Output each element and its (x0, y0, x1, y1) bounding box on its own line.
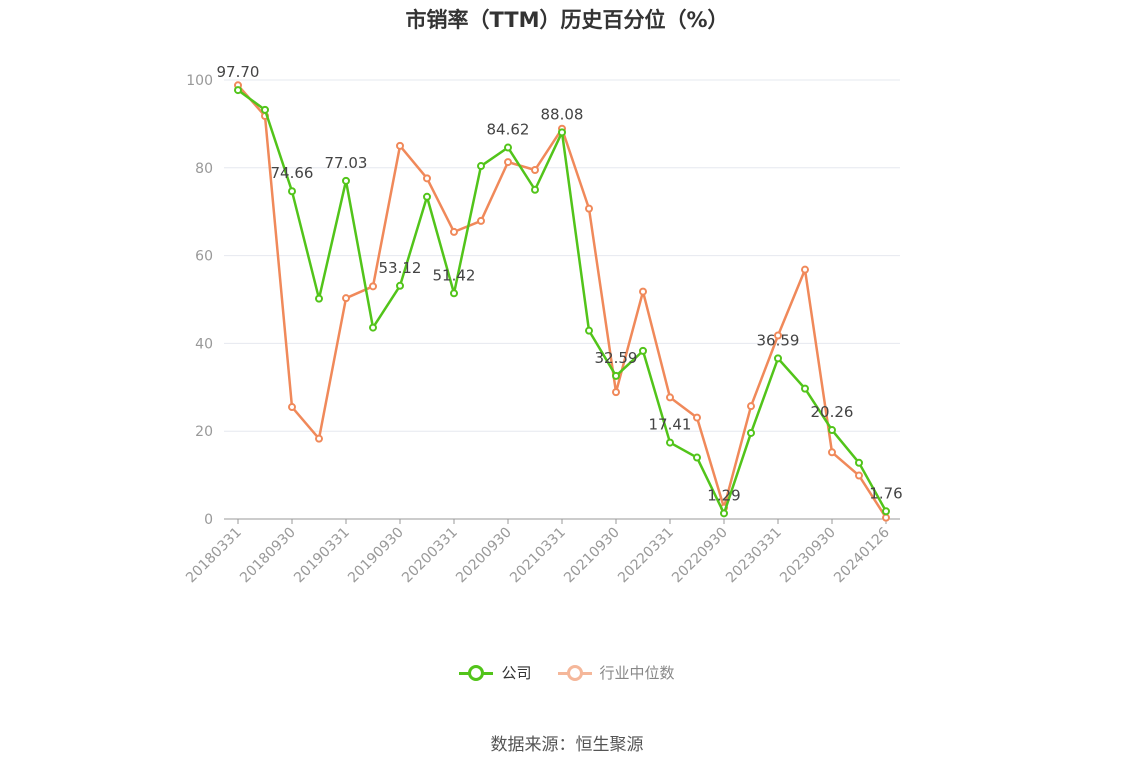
data-label: 97.70 (217, 63, 260, 81)
x-tick-label: 20200930 (453, 525, 515, 587)
x-tick-label: 20230331 (723, 525, 785, 587)
data-point-industry-median[interactable] (369, 282, 377, 291)
data-point-company[interactable] (477, 162, 485, 171)
data-point-company[interactable] (369, 323, 377, 332)
x-tick-label: 20200331 (399, 525, 461, 587)
legend-company-swatch (459, 664, 494, 681)
data-point-industry-median[interactable] (477, 216, 485, 225)
data-point-industry-median[interactable] (504, 158, 512, 167)
legend-industry-label: 行业中位数 (599, 664, 675, 682)
data-point-industry-median[interactable] (288, 403, 296, 412)
x-tick-label: 20190930 (345, 525, 407, 587)
data-point-industry-median[interactable] (666, 393, 674, 402)
data-point-company[interactable] (855, 458, 863, 467)
data-label: 1.76 (869, 484, 902, 502)
data-label: 84.62 (487, 121, 530, 139)
legend-item-company[interactable]: 公司 (459, 662, 532, 683)
data-point-industry-median[interactable] (774, 331, 782, 340)
data-point-industry-median[interactable] (585, 204, 593, 213)
y-tick-label: 80 (195, 161, 213, 177)
data-point-industry-median[interactable] (882, 513, 890, 522)
data-label: 36.59 (757, 331, 800, 349)
data-point-company[interactable] (612, 371, 620, 380)
data-label: 1.29 (707, 486, 740, 504)
data-point-company[interactable] (450, 289, 458, 298)
data-point-industry-median[interactable] (801, 265, 809, 274)
data-label: 53.12 (379, 259, 422, 277)
x-tick-label: 20220331 (615, 525, 677, 587)
axes: 0 20 40 60 80 100 2018033120180930201903312019… (183, 73, 900, 586)
data-point-company[interactable] (666, 438, 674, 447)
y-tick-label: 20 (195, 424, 213, 440)
data-point-company[interactable] (801, 384, 809, 393)
legend-item-industry-median[interactable]: 行业中位数 (557, 662, 675, 683)
x-tick-label: 20240126 (831, 524, 893, 586)
data-point-industry-median[interactable] (693, 413, 701, 422)
data-point-industry-median[interactable] (342, 294, 350, 303)
data-point-company[interactable] (747, 428, 755, 437)
data-label: 17.41 (649, 416, 692, 434)
data-label: 77.03 (325, 154, 368, 172)
data-label: 20.26 (811, 403, 854, 421)
data-point-company[interactable] (342, 176, 350, 185)
data-point-company[interactable] (234, 86, 242, 95)
x-tick-label: 20210331 (507, 525, 569, 587)
data-point-industry-median[interactable] (828, 448, 836, 457)
data-point-industry-median[interactable] (855, 471, 863, 480)
data-point-industry-median[interactable] (450, 227, 458, 236)
data-point-industry-median[interactable] (612, 388, 620, 397)
data-point-company[interactable] (315, 294, 323, 303)
data-point-company[interactable] (504, 143, 512, 152)
data-label: 74.66 (271, 164, 314, 182)
data-point-company[interactable] (558, 128, 566, 137)
y-tick-label: 100 (186, 73, 213, 89)
data-labels: 97.70 74.66 77.03 53.12 51.42 84.62 88.08 32.59… (217, 63, 903, 504)
data-point-industry-median[interactable] (423, 174, 431, 183)
data-label: 88.08 (541, 105, 584, 123)
data-point-company[interactable] (774, 354, 782, 363)
x-tick-label: 20180331 (183, 525, 245, 587)
data-point-industry-median[interactable] (639, 287, 647, 296)
y-tick-label: 0 (204, 512, 213, 528)
series-line-industry-median (237, 84, 888, 519)
data-point-company[interactable] (639, 346, 647, 355)
legend-company-label: 公司 (501, 664, 532, 682)
legend-industry-swatch (557, 664, 592, 681)
data-point-industry-median[interactable] (531, 165, 539, 174)
data-point-company[interactable] (585, 326, 593, 335)
chart-title: 市销率（TTM）历史百分位（%） (405, 8, 729, 32)
data-point-company[interactable] (693, 453, 701, 462)
data-point-industry-median[interactable] (315, 434, 323, 443)
series-lines (234, 81, 890, 522)
y-tick-label: 40 (195, 336, 213, 352)
data-point-company[interactable] (396, 281, 404, 290)
data-label: 51.42 (433, 266, 476, 284)
x-tick-label: 20220930 (669, 525, 731, 587)
data-label: 32.59 (595, 349, 638, 367)
data-point-company[interactable] (261, 105, 269, 114)
data-source: 数据来源：恒生聚源 (490, 735, 644, 755)
line-chart: 0 20 40 60 80 100 2018033120180930201903312019… (183, 63, 903, 586)
data-point-company[interactable] (720, 509, 728, 518)
data-point-company[interactable] (288, 187, 296, 196)
data-point-company[interactable] (423, 192, 431, 201)
y-tick-label: 60 (195, 249, 213, 265)
data-point-company[interactable] (882, 507, 890, 516)
x-tick-label: 20190331 (291, 525, 353, 587)
legend: 公司 行业中位数 (0, 662, 1134, 683)
data-point-industry-median[interactable] (747, 402, 755, 411)
data-point-company[interactable] (531, 185, 539, 194)
data-point-industry-median[interactable] (396, 141, 404, 150)
x-tick-label: 20230930 (777, 525, 839, 587)
x-tick-label: 20210930 (561, 525, 623, 587)
data-point-company[interactable] (828, 426, 836, 435)
x-tick-label: 20180930 (237, 525, 299, 587)
